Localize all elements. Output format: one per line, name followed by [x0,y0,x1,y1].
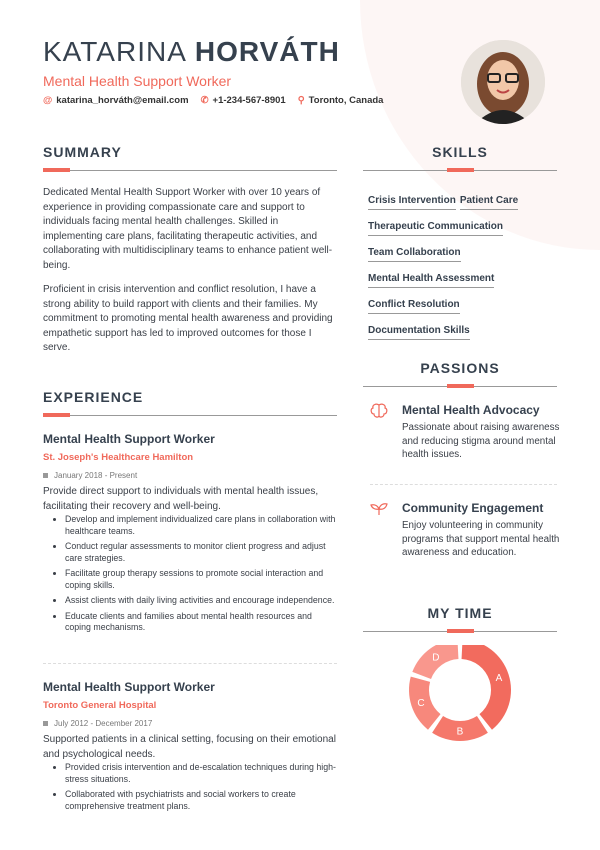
passions-heading: PASSIONS [420,360,500,376]
experience-heading: EXPERIENCE [43,389,144,405]
donut-label: A [496,673,503,684]
calendar-icon [43,473,48,478]
donut-label: B [457,727,464,738]
divider [43,663,337,664]
passion-item: Mental Health Advocacy Passionate about r… [370,403,560,462]
last-name: HORVÁTH [194,36,340,67]
bullet: Provided crisis intervention and de-esca… [65,762,339,785]
donut-label: D [432,652,439,663]
donut-segment-C [409,676,441,730]
profile-photo [461,40,545,124]
skill-tag: Crisis Intervention [368,195,456,210]
summary-section: Dedicated Mental Health Support Worker w… [43,186,339,356]
job-dates: July 2012 - December 2017 [43,719,339,728]
job-title: Mental Health Support Worker [43,73,232,89]
skill-tag: Conflict Resolution [368,299,460,314]
accent-bar [43,413,70,417]
summary-paragraph: Dedicated Mental Health Support Worker w… [43,187,333,271]
skills-heading: SKILLS [432,144,488,160]
location: Toronto, Canada [308,95,384,106]
bullet: Collaborated with psychiatrists and soci… [65,789,339,812]
at-icon: @ [43,95,53,106]
passion-text: Enjoy volunteering in community programs… [402,520,560,558]
donut-segment-B [432,715,488,741]
date-range: July 2012 - December 2017 [54,719,153,728]
accent-bar [43,168,70,172]
passion-title: Mental Health Advocacy [402,403,540,417]
phone-icon: ✆ [200,95,209,106]
divider [43,170,337,171]
divider [370,484,557,485]
skill-tag: Team Collaboration [368,247,461,262]
accent-bar [447,629,474,633]
first-name: KATARINA [43,36,187,67]
passion-text: Passionate about raising awareness and r… [402,422,560,460]
bullet: Conduct regular assessments to monitor c… [65,541,339,564]
job-entry: Mental Health Support Worker Toronto Gen… [43,680,339,816]
skill-tag: Therapeutic Communication [368,221,504,236]
accent-bar [447,384,474,388]
bullet: Develop and implement individualized car… [65,514,339,537]
job-dates: January 2018 - Present [43,471,339,480]
job-description: Supported patients in a clinical setting… [43,734,336,760]
email[interactable]: katarina_horváth@email.com [56,95,189,106]
donut-segment-A [461,645,511,730]
bullet: Educate clients and families about menta… [65,611,339,634]
my-time-donut-chart: A B C D [409,645,511,741]
sprout-icon [370,501,388,560]
passion-item: Community Engagement Enjoy volunteering i… [370,501,560,560]
passion-title: Community Engagement [402,501,544,515]
job-entry: Mental Health Support Worker St. Joseph'… [43,432,339,638]
my-time-heading: MY TIME [427,605,493,621]
skills-list: Crisis Intervention Patient Care Therapeu… [368,190,558,346]
skill-tag: Patient Care [459,195,519,210]
job-role: Mental Health Support Worker [43,432,215,446]
skill-tag: Documentation Skills [368,325,470,340]
bullet: Facilitate group therapy sessions to pro… [65,568,339,591]
brain-icon [370,403,388,462]
location-pin-icon: ⚲ [297,95,305,106]
contact-info: @ katarina_horváth@email.com ✆ +1-234-567-… [43,95,383,106]
summary-heading: SUMMARY [43,144,122,160]
date-range: January 2018 - Present [54,471,138,480]
job-bullets: Develop and implement individualized car… [65,514,339,634]
donut-segment-D [412,645,459,679]
skill-tag: Mental Health Assessment [368,273,495,288]
phone[interactable]: +1-234-567-8901 [212,95,286,106]
company-name: Toronto General Hospital [43,700,157,711]
company-name: St. Joseph's Healthcare Hamilton [43,452,194,463]
candidate-name: KATARINA HORVÁTH [43,36,340,68]
divider [43,415,337,416]
donut-label: C [417,698,424,709]
summary-paragraph: Proficient in crisis intervention and co… [43,284,333,353]
job-description: Provide direct support to individuals wi… [43,486,319,512]
accent-bar [447,168,474,172]
bullet: Assist clients with daily living activit… [65,595,339,607]
calendar-icon [43,721,48,726]
job-role: Mental Health Support Worker [43,680,215,694]
job-bullets: Provided crisis intervention and de-esca… [65,762,339,812]
